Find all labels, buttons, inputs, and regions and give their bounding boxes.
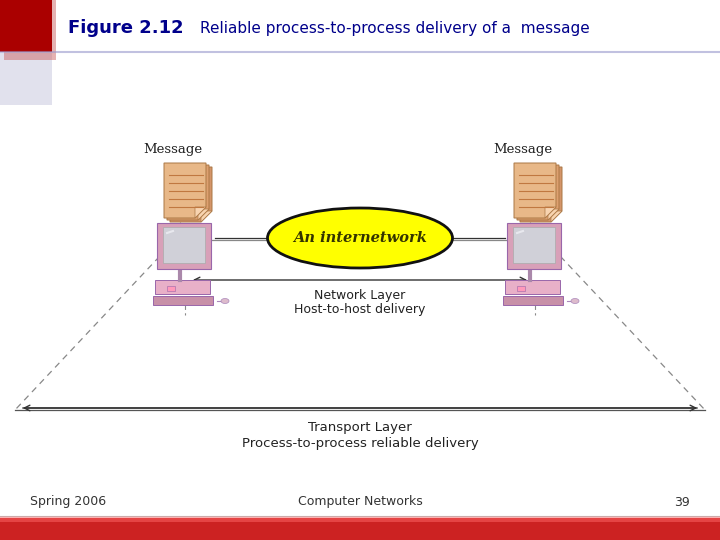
- Bar: [153, 296, 213, 305]
- Polygon shape: [517, 165, 559, 220]
- Ellipse shape: [571, 299, 579, 303]
- Ellipse shape: [268, 208, 452, 268]
- Ellipse shape: [221, 299, 229, 303]
- Text: An internetwork: An internetwork: [293, 231, 427, 245]
- Bar: [0, 0, 52, 52]
- Text: Computer Networks: Computer Networks: [297, 496, 423, 509]
- Text: Spring 2006: Spring 2006: [30, 496, 106, 509]
- Bar: [505, 280, 560, 294]
- Bar: [0, 518, 720, 540]
- Bar: [163, 227, 205, 263]
- Polygon shape: [164, 163, 206, 218]
- Text: 39: 39: [674, 496, 690, 509]
- Polygon shape: [167, 165, 209, 220]
- Polygon shape: [170, 167, 212, 222]
- Text: Message: Message: [143, 143, 202, 156]
- Polygon shape: [195, 207, 206, 218]
- Polygon shape: [520, 167, 562, 222]
- Polygon shape: [198, 209, 209, 220]
- Bar: [0, 53, 52, 105]
- Bar: [517, 286, 525, 291]
- Polygon shape: [514, 163, 556, 218]
- Text: Transport Layer: Transport Layer: [308, 422, 412, 435]
- Text: Network Layer: Network Layer: [315, 289, 405, 302]
- Bar: [507, 223, 561, 269]
- Text: Host-to-host delivery: Host-to-host delivery: [294, 303, 426, 316]
- Text: Reliable process-to-process delivery of a  message: Reliable process-to-process delivery of …: [200, 21, 590, 36]
- Bar: [503, 296, 563, 305]
- Bar: [157, 223, 211, 269]
- Bar: [155, 280, 210, 294]
- Polygon shape: [545, 207, 556, 218]
- Text: Process-to-process reliable delivery: Process-to-process reliable delivery: [242, 437, 478, 450]
- Polygon shape: [551, 211, 562, 222]
- Bar: [513, 227, 555, 263]
- Bar: [4, 0, 56, 60]
- Bar: [0, 516, 720, 522]
- Text: Message: Message: [493, 143, 552, 156]
- Polygon shape: [201, 211, 212, 222]
- Text: Figure 2.12: Figure 2.12: [68, 19, 184, 37]
- Polygon shape: [548, 209, 559, 220]
- Bar: [167, 286, 175, 291]
